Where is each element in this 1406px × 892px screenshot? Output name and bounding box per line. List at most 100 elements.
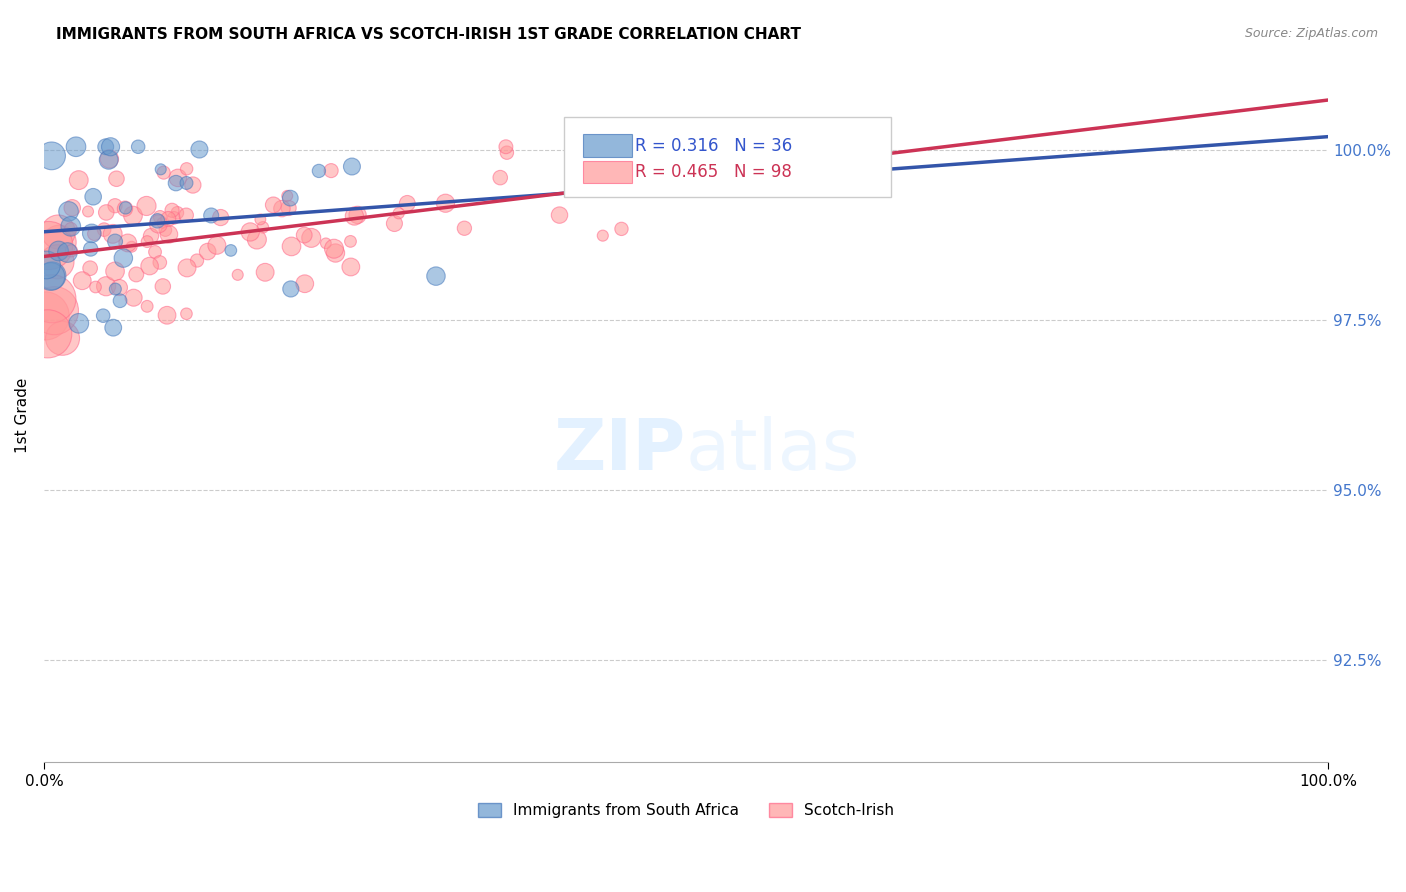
FancyBboxPatch shape xyxy=(564,117,891,197)
Point xyxy=(136,299,159,313)
Point xyxy=(572,140,595,154)
Point xyxy=(80,242,103,256)
Point xyxy=(157,227,180,242)
Point xyxy=(96,205,118,219)
Point xyxy=(768,150,790,164)
Point xyxy=(122,291,145,305)
Point xyxy=(103,320,125,334)
Point xyxy=(91,309,114,323)
Point xyxy=(434,196,457,211)
Point xyxy=(343,209,366,223)
Point xyxy=(59,222,82,236)
Point xyxy=(114,202,136,216)
Point xyxy=(101,227,124,241)
Text: atlas: atlas xyxy=(686,416,860,484)
Point xyxy=(246,233,269,247)
Point xyxy=(37,326,59,341)
Point xyxy=(46,225,69,239)
Point xyxy=(149,255,172,269)
Point xyxy=(453,221,475,235)
Point xyxy=(104,264,127,278)
Point xyxy=(633,181,655,195)
Point xyxy=(292,228,315,243)
Point xyxy=(388,206,411,220)
Point xyxy=(278,191,301,205)
Point xyxy=(136,235,159,249)
Point xyxy=(82,190,104,204)
Point xyxy=(160,203,183,218)
Point xyxy=(135,199,157,213)
Point xyxy=(83,227,105,241)
Point xyxy=(80,227,103,241)
Point xyxy=(176,307,198,321)
Point xyxy=(104,282,127,296)
Point xyxy=(489,170,512,185)
Point xyxy=(70,274,93,288)
Point xyxy=(79,261,101,276)
Point xyxy=(315,236,337,251)
Point xyxy=(396,196,419,211)
Point xyxy=(117,235,139,250)
Point xyxy=(299,231,322,245)
Point xyxy=(152,279,174,293)
Point xyxy=(239,225,262,239)
Point xyxy=(105,171,128,186)
Point xyxy=(150,216,173,230)
Point xyxy=(186,253,208,268)
Point xyxy=(60,201,83,215)
Point xyxy=(340,160,363,174)
Point xyxy=(308,164,330,178)
Point xyxy=(425,269,447,284)
Point xyxy=(280,282,302,296)
Point xyxy=(39,269,62,284)
Point xyxy=(34,309,56,323)
Text: R = 0.316   N = 36: R = 0.316 N = 36 xyxy=(634,136,792,154)
Point xyxy=(77,204,100,219)
Point xyxy=(276,189,298,203)
Point xyxy=(176,161,198,176)
Point xyxy=(48,244,70,258)
Point xyxy=(165,176,187,190)
Point xyxy=(163,211,186,225)
Point xyxy=(209,211,232,225)
FancyBboxPatch shape xyxy=(583,161,633,183)
Point xyxy=(148,217,170,231)
Point xyxy=(138,259,160,273)
Point xyxy=(176,260,198,275)
Point xyxy=(197,244,219,259)
Point xyxy=(41,268,63,283)
Point xyxy=(323,242,346,256)
Point xyxy=(104,235,127,249)
Point xyxy=(104,199,127,213)
Point xyxy=(219,244,242,258)
Point xyxy=(143,244,166,259)
Point xyxy=(41,292,63,306)
Point xyxy=(127,140,149,154)
Point xyxy=(152,166,174,180)
Point xyxy=(58,204,80,219)
Point xyxy=(280,239,302,253)
FancyBboxPatch shape xyxy=(583,135,633,157)
Point xyxy=(156,308,179,322)
Point xyxy=(339,235,361,249)
Point xyxy=(678,163,700,178)
Point xyxy=(277,201,299,215)
Point xyxy=(340,260,363,274)
Text: ZIP: ZIP xyxy=(554,416,686,484)
Point xyxy=(38,238,60,252)
Point xyxy=(108,280,131,294)
Point xyxy=(125,268,148,282)
Point xyxy=(114,201,136,215)
Point xyxy=(496,145,519,160)
Point xyxy=(98,152,121,166)
Point xyxy=(112,251,135,265)
Point xyxy=(59,219,82,234)
Text: R = 0.465   N = 98: R = 0.465 N = 98 xyxy=(634,163,792,181)
Point xyxy=(35,258,58,272)
Point xyxy=(548,208,571,222)
Point xyxy=(100,140,122,154)
Text: IMMIGRANTS FROM SOUTH AFRICA VS SCOTCH-IRISH 1ST GRADE CORRELATION CHART: IMMIGRANTS FROM SOUTH AFRICA VS SCOTCH-I… xyxy=(56,27,801,42)
Point xyxy=(249,212,271,227)
Point xyxy=(346,208,368,222)
Point xyxy=(93,222,115,236)
